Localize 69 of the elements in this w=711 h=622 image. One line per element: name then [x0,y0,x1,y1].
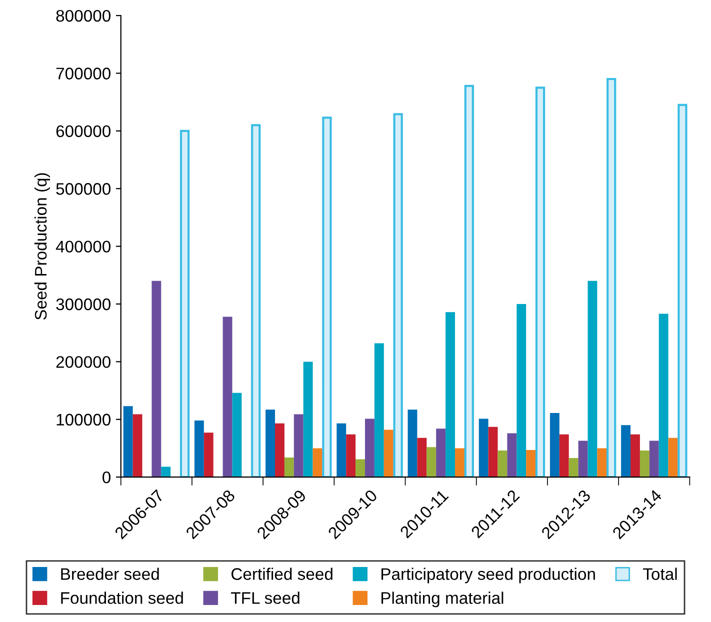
bar [630,434,640,478]
bar [284,457,294,478]
bar [550,413,560,478]
bar [597,448,607,478]
bar [152,280,162,478]
legend-label: Breeder seed [61,568,159,580]
bar [232,392,242,478]
bar [364,418,374,478]
bar [303,362,313,478]
y-tick-label: 700000 [56,68,110,80]
legend-label: Planting material [382,592,504,608]
y-tick-label: 300000 [56,298,110,310]
bar [446,312,455,478]
bar [426,447,436,478]
bar [478,418,488,478]
y-tick-label: 600000 [56,125,110,138]
bar [464,84,474,478]
bar [417,438,427,478]
bar [668,438,678,478]
bar [588,280,598,478]
bar [658,314,668,478]
bar [621,425,631,478]
bar [526,450,536,478]
legend-label: Certified seed [231,568,332,580]
bar [123,406,133,478]
bar [384,430,394,478]
bar [222,316,232,478]
bar [640,450,650,478]
bar [336,423,346,478]
y-tick-label: 500000 [56,183,110,195]
bar [606,78,616,478]
bar [346,434,356,478]
bar [266,410,276,478]
bar [516,304,526,478]
y-tick-label: 0 [102,471,110,484]
bar [559,434,569,478]
bar [507,433,517,478]
bar [498,450,508,478]
bar [194,420,204,478]
bar [649,440,659,478]
bar [322,116,332,478]
bar [568,458,578,478]
bar [204,432,214,478]
bar [275,423,284,478]
bar [356,459,365,478]
legend-label: Total [643,568,677,580]
bar [180,130,190,478]
y-tick-label: 800000 [56,10,110,22]
bar [251,124,261,478]
y-tick-label: 200000 [56,356,110,368]
y-tick-label: 400000 [56,240,110,253]
bar [578,440,588,478]
bar [294,414,304,478]
bar [312,448,322,478]
bar [436,428,446,478]
bar [488,426,498,478]
bar [132,414,142,478]
bar [374,343,384,478]
bar [393,113,403,478]
bar [678,104,688,478]
bar [454,448,464,478]
legend-label: Foundation seed [61,592,183,604]
legend-label: TFL seed [231,592,300,604]
y-tick-label: 100000 [56,414,110,426]
legend-label: Participatory seed production [382,568,595,584]
y-axis-title: Seed Production (q) [34,173,50,320]
bar [161,466,171,478]
bar [535,86,546,478]
bar [408,410,418,478]
